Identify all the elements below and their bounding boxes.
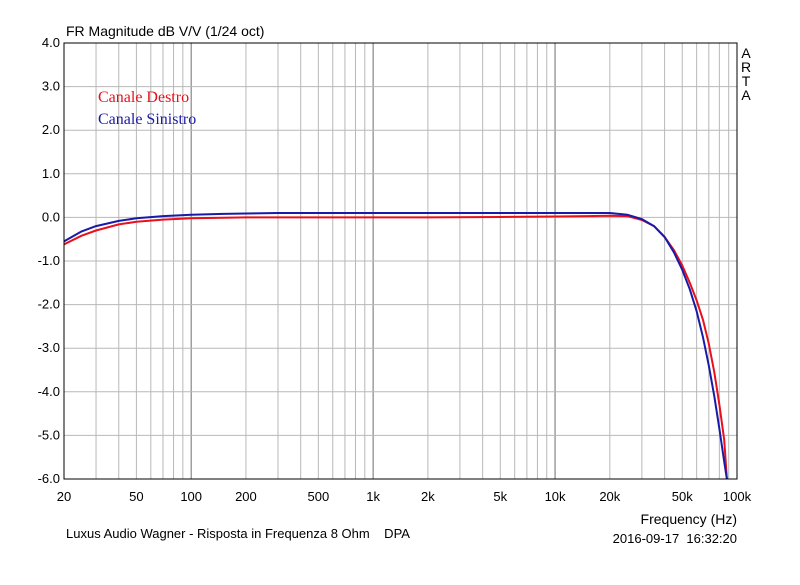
- series-line-canale-sinistro: [63, 212, 728, 480]
- x-tick-label: 50k: [672, 489, 693, 504]
- y-tick-label: -6.0: [38, 471, 60, 486]
- y-tick-label: 4.0: [42, 35, 60, 50]
- y-tick-label: 2.0: [42, 122, 60, 137]
- x-tick-label: 2k: [421, 489, 435, 504]
- side-label-letter: A: [741, 87, 751, 103]
- y-tick-label: -5.0: [38, 427, 60, 442]
- footer-description: Luxus Audio Wagner - Risposta in Frequen…: [66, 526, 410, 541]
- footer-timestamp: 2016-09-17 16:32:20: [613, 531, 737, 546]
- x-tick-label: 200: [235, 489, 257, 504]
- x-tick-label: 10k: [545, 489, 566, 504]
- x-tick-label: 50: [129, 489, 143, 504]
- side-label-letter: R: [741, 59, 751, 75]
- series-layer: [63, 212, 728, 480]
- y-tick-label: 3.0: [42, 79, 60, 94]
- x-tick-label: 5k: [493, 489, 507, 504]
- x-tick-label: 100: [180, 489, 202, 504]
- x-tick-label: 20k: [599, 489, 620, 504]
- x-tick-label: 500: [307, 489, 329, 504]
- x-tick-label: 100k: [723, 489, 752, 504]
- chart-title: FR Magnitude dB V/V (1/24 oct): [66, 23, 264, 39]
- legend: Canale Destro Canale Sinistro: [98, 89, 196, 128]
- side-label-letter: T: [742, 73, 751, 89]
- legend-canale-sinistro: Canale Sinistro: [98, 111, 196, 128]
- y-tick-label: 1.0: [42, 166, 60, 181]
- side-label-letter: A: [741, 45, 751, 61]
- x-tick-label: 20: [57, 489, 71, 504]
- plot-frame: [63, 42, 738, 480]
- y-tick-label: -4.0: [38, 384, 60, 399]
- y-tick-label: -2.0: [38, 297, 60, 312]
- x-axis-label: Frequency (Hz): [641, 511, 737, 527]
- y-tick-labels: 4.0 3.0 2.0 1.0 0.0 -1.0 -2.0 -3.0 -4.0 -5.0 -6.0: [38, 35, 60, 486]
- legend-canale-destro: Canale Destro: [98, 89, 189, 106]
- grid: [64, 43, 737, 479]
- series-line-canale-destro: [63, 214, 728, 480]
- y-tick-label: 0.0: [42, 209, 60, 224]
- y-tick-label: -1.0: [38, 253, 60, 268]
- y-tick-label: -3.0: [38, 340, 60, 355]
- x-tick-label: 1k: [366, 489, 380, 504]
- x-tick-labels: 20 50 100 200 500 1k 2k 5k 10k 20k 50k 100k: [57, 489, 752, 504]
